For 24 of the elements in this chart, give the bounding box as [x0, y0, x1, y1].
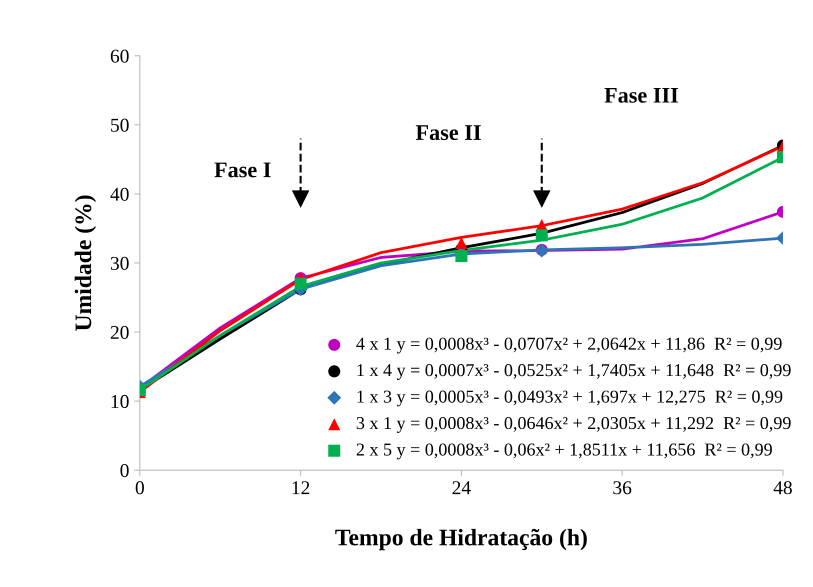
y-tick-label: 10 [112, 394, 129, 408]
legend-label: 1 x 4 y = 0,0007x³ - 0,0525x² + 1,7405x + 11,648 R² = 0,99 [358, 364, 791, 380]
x-tick-label: 0 [136, 481, 144, 494]
legend-label: 2 x 5 y = 0,0008x³ - 0,06x² + 1,8511x + 11,656 R² = 0,99 [356, 443, 772, 460]
point [294, 278, 307, 290]
x-axis-title: Tempo de Hidratação (h) [335, 528, 587, 550]
y-axis-title: Umidade (%) [74, 195, 96, 331]
y-tick-label: 30 [110, 256, 129, 270]
point [536, 229, 548, 242]
x-tick-label: 36 [613, 481, 632, 494]
x-tick-label: 48 [774, 481, 792, 494]
y-tick-label: 40 [110, 188, 129, 201]
x-tick-label: 12 [292, 481, 310, 494]
annotation: Fase III [604, 88, 678, 103]
annotation: Fase I [214, 162, 271, 178]
x-tick-label: 24 [452, 481, 471, 494]
legend-label: 1 x 3 y = 0,0005x³ - 0,0493x² + 1,697x + 12,275 R² = 0,99 [358, 390, 782, 406]
y-tick-label: 0 [120, 464, 129, 478]
legend-label: 3 x 1 y = 0,0008x³ - 0,0646x² + 2,0305x + 11,292 R² = 0,99 [356, 416, 791, 433]
y-tick-label: 20 [110, 326, 129, 339]
legend-label: 4 x 1 y = 0,0008x³ - 0,0707x² + 2,0642x + 11,86 R² = 0,99 [356, 338, 782, 354]
y-tick-label: 60 [110, 50, 129, 63]
annotation: Fase II [416, 125, 481, 140]
y-tick-label: 50 [111, 118, 129, 132]
